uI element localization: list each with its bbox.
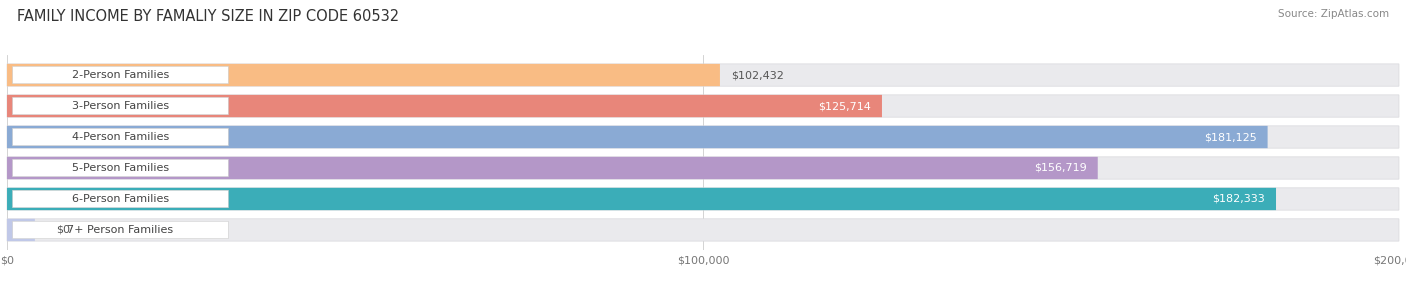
Text: 6-Person Families: 6-Person Families <box>72 194 169 204</box>
Text: Source: ZipAtlas.com: Source: ZipAtlas.com <box>1278 9 1389 19</box>
Text: $182,333: $182,333 <box>1212 194 1265 204</box>
FancyBboxPatch shape <box>7 157 1098 179</box>
Text: FAMILY INCOME BY FAMALIY SIZE IN ZIP CODE 60532: FAMILY INCOME BY FAMALIY SIZE IN ZIP COD… <box>17 9 399 24</box>
FancyBboxPatch shape <box>13 221 228 239</box>
Text: $102,432: $102,432 <box>731 70 785 80</box>
FancyBboxPatch shape <box>13 159 228 177</box>
FancyBboxPatch shape <box>7 219 35 241</box>
FancyBboxPatch shape <box>7 188 1277 210</box>
FancyBboxPatch shape <box>7 126 1399 148</box>
Text: 3-Person Families: 3-Person Families <box>72 101 169 111</box>
Text: 2-Person Families: 2-Person Families <box>72 70 169 80</box>
Text: $125,714: $125,714 <box>818 101 870 111</box>
FancyBboxPatch shape <box>13 97 228 115</box>
FancyBboxPatch shape <box>13 128 228 146</box>
Text: $0: $0 <box>56 225 70 235</box>
FancyBboxPatch shape <box>7 188 1399 210</box>
FancyBboxPatch shape <box>7 95 1399 117</box>
Text: 4-Person Families: 4-Person Families <box>72 132 169 142</box>
FancyBboxPatch shape <box>13 190 228 208</box>
FancyBboxPatch shape <box>7 126 1268 148</box>
FancyBboxPatch shape <box>7 219 1399 241</box>
FancyBboxPatch shape <box>7 157 1399 179</box>
Text: $156,719: $156,719 <box>1033 163 1087 173</box>
Text: 5-Person Families: 5-Person Families <box>72 163 169 173</box>
Text: 7+ Person Families: 7+ Person Families <box>67 225 173 235</box>
FancyBboxPatch shape <box>7 64 720 86</box>
FancyBboxPatch shape <box>7 95 882 117</box>
FancyBboxPatch shape <box>7 64 1399 86</box>
FancyBboxPatch shape <box>13 66 228 84</box>
Text: $181,125: $181,125 <box>1204 132 1257 142</box>
